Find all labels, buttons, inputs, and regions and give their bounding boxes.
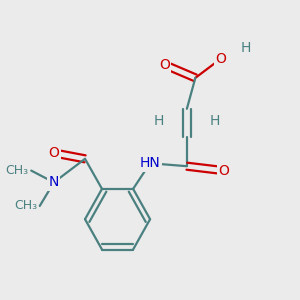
Text: O: O	[215, 52, 226, 66]
Text: CH₃: CH₃	[5, 164, 28, 177]
Text: O: O	[159, 58, 170, 72]
Text: H: H	[241, 40, 251, 55]
Text: HN: HN	[140, 156, 160, 170]
Text: CH₃: CH₃	[14, 200, 37, 212]
Text: H: H	[153, 114, 164, 128]
Text: N: N	[49, 176, 59, 189]
Text: O: O	[218, 164, 229, 178]
Text: O: O	[49, 146, 59, 160]
Text: H: H	[210, 114, 220, 128]
